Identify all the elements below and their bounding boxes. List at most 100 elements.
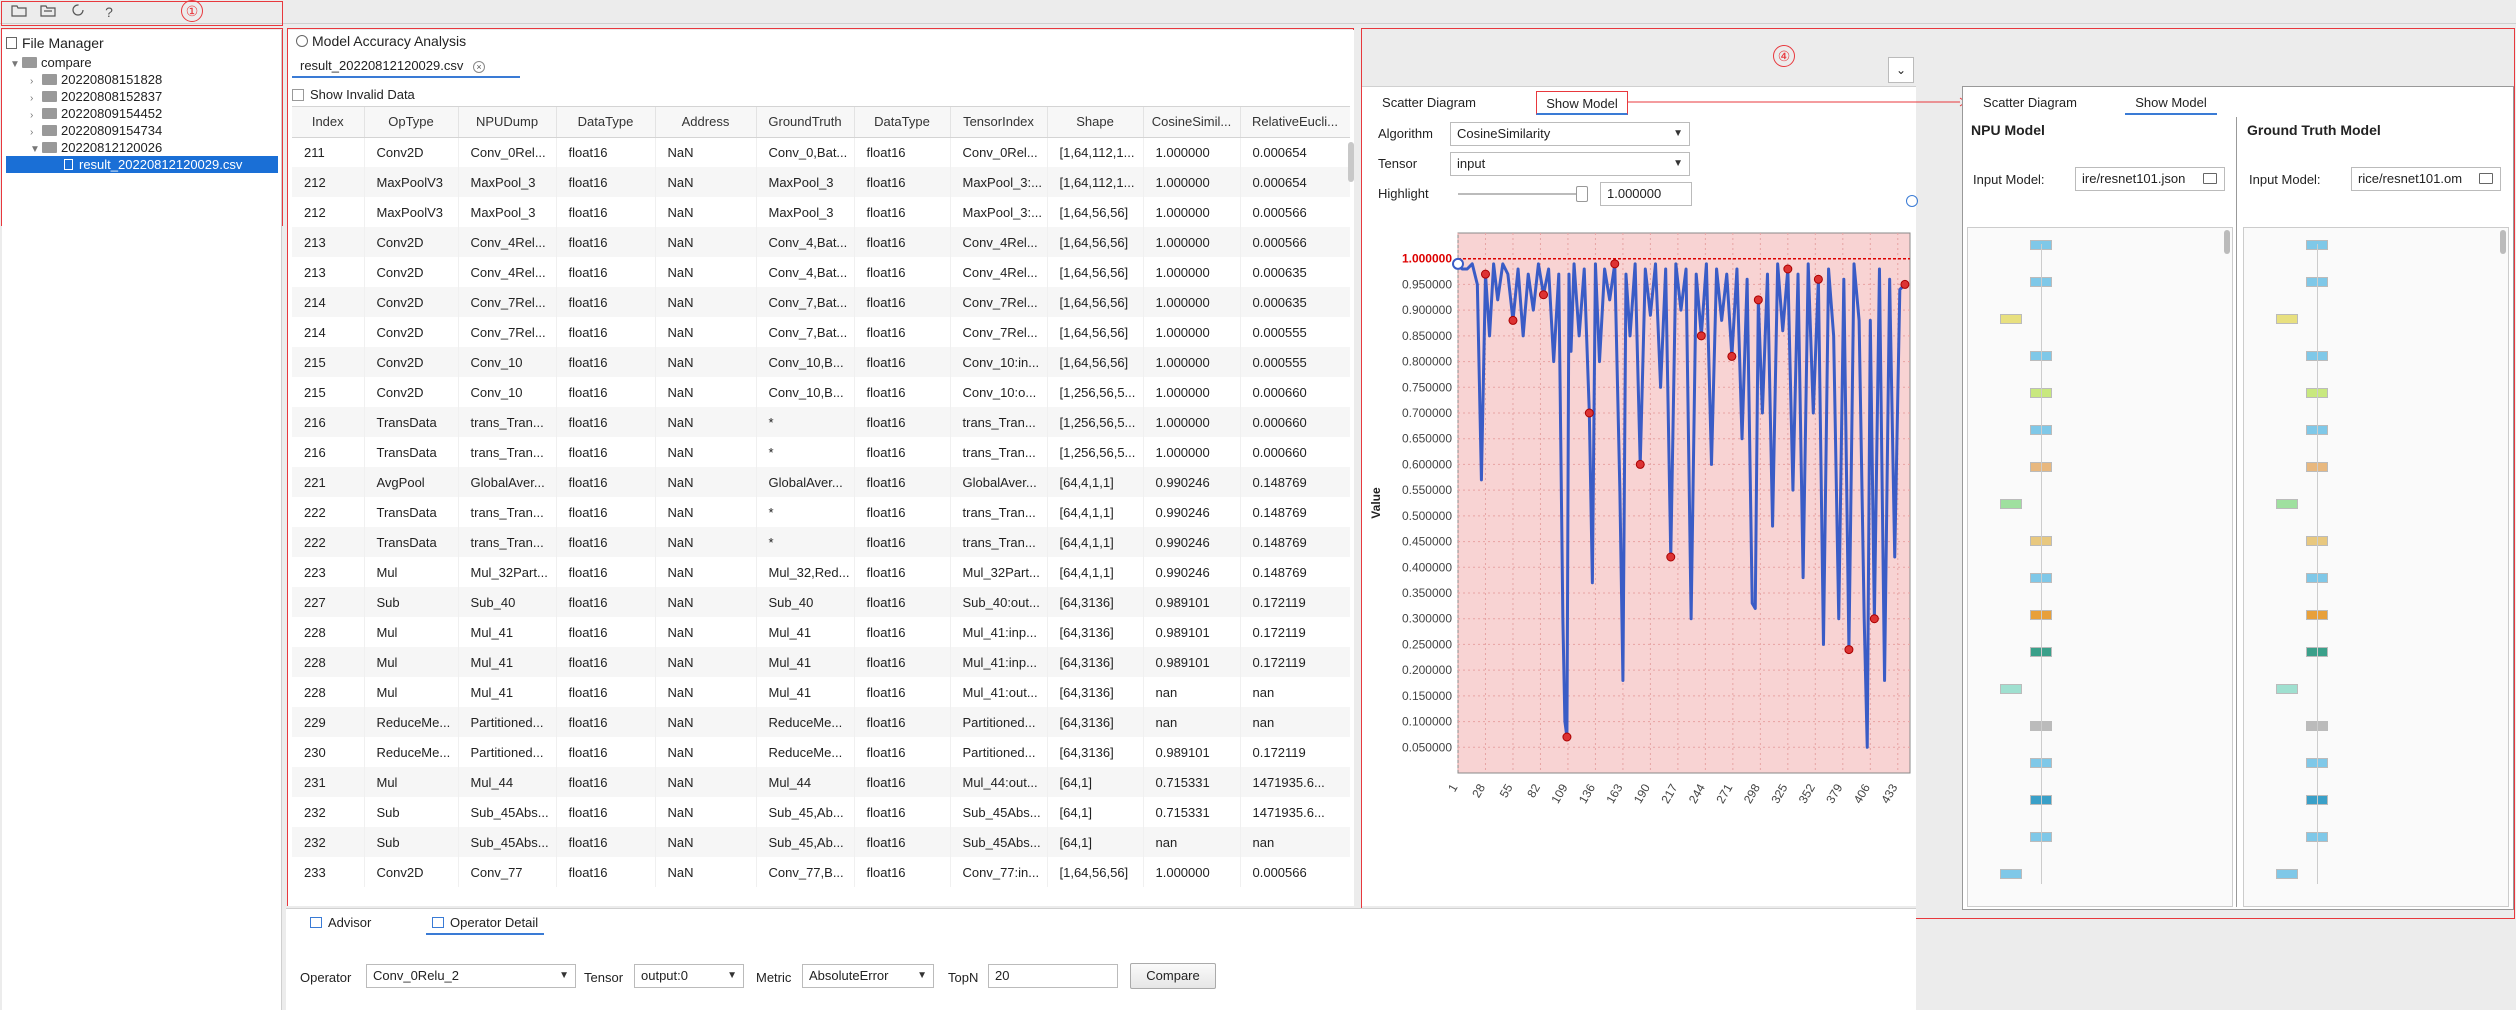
table-row[interactable]: 231 Mul Mul_44 float16 NaN Mul_44 float16 Mul_4… [292,767,1350,797]
table-cell: 0.715331 [1143,767,1241,797]
table-row[interactable]: 228 Mul Mul_41 float16 NaN Mul_41 float16 Mul_4… [292,647,1350,677]
table-row[interactable]: 215 Conv2D Conv_10 float16 NaN Conv_10,B... fl… [292,347,1350,377]
chevron-down-icon[interactable]: ▼ [10,59,20,70]
graph-scrollbar[interactable] [2500,230,2506,254]
table-row[interactable]: 213 Conv2D Conv_4Rel... float16 NaN Conv_4,Ba… [292,257,1350,287]
tensor-select[interactable]: output:0 ▼ [634,964,744,988]
table-row[interactable]: 212 MaxPoolV3 MaxPool_3 float16 NaN MaxPool_3… [292,197,1350,227]
table-row[interactable]: 222 TransData trans_Tran... float16 NaN * floa… [292,497,1350,527]
tab-show-model[interactable]: Show Model [2125,91,2217,115]
table-row[interactable]: 212 MaxPoolV3 MaxPool_3 float16 NaN MaxPool_3… [292,167,1350,197]
column-header[interactable]: NPUDump [458,107,557,138]
tree-file-selected[interactable]: result_20220812120029.csv [6,156,278,173]
table-row[interactable]: 232 Sub Sub_45Abs... float16 NaN Sub_45,Ab...… [292,797,1350,827]
column-header[interactable]: Shape [1047,107,1144,138]
chevron-down-icon[interactable]: ▼ [30,144,40,155]
table-row[interactable]: 211 Conv2D Conv_0Rel... float16 NaN Conv_0,Ba… [292,137,1350,167]
graph-node[interactable] [2276,499,2298,509]
graph-node[interactable] [2276,684,2298,694]
panel-menu-button[interactable]: ⌄ [1888,57,1914,83]
tree-root[interactable]: ▼ compare [10,54,92,71]
graph-node[interactable] [2000,684,2022,694]
table-cell: NaN [655,767,757,797]
gt-input-path[interactable]: rice/resnet101.om [2351,167,2501,191]
graph-node[interactable] [2000,314,2022,324]
help-icon[interactable]: ? [105,4,113,20]
metric-select[interactable]: AbsoluteError ▼ [802,964,934,988]
gt-open-folder-icon[interactable] [2479,173,2493,184]
tree-folder[interactable]: › 20220809154452 [30,105,162,122]
chevron-right-icon[interactable]: › [30,93,34,104]
operator-select[interactable]: Conv_0Relu_2 ▼ [366,964,576,988]
table-row[interactable]: 222 TransData trans_Tran... float16 NaN * floa… [292,527,1350,557]
chevron-right-icon[interactable]: › [30,110,34,121]
table-row[interactable]: 213 Conv2D Conv_4Rel... float16 NaN Conv_4,Ba… [292,227,1350,257]
tree-folder-label: 20220812120026 [61,140,163,155]
table-row[interactable]: 215 Conv2D Conv_10 float16 NaN Conv_10,B... fl… [292,377,1350,407]
y-tick-label: 0.100000 [1402,715,1452,729]
table-cell: MaxPoolV3 [364,167,459,197]
reset-view-icon[interactable] [1906,195,1918,207]
graph-node[interactable] [2276,869,2298,879]
table-cell: float16 [556,227,656,257]
highlight-slider-track[interactable] [1458,193,1588,195]
graph-scrollbar[interactable] [2224,230,2230,254]
table-cell: [64,4,1,1] [1047,467,1144,497]
table-row[interactable]: 229 ReduceMe... Partitioned... float16 NaN Re… [292,707,1350,737]
column-header[interactable]: Index [292,107,365,138]
column-header[interactable]: DataType [854,107,951,138]
table-row[interactable]: 227 Sub Sub_40 float16 NaN Sub_40 float16 Sub_4… [292,587,1350,617]
algorithm-select[interactable]: CosineSimilarity ▼ [1450,122,1690,146]
table-scrollbar[interactable] [1348,142,1354,182]
graph-node[interactable] [2276,314,2298,324]
table-row[interactable]: 232 Sub Sub_45Abs... float16 NaN Sub_45,Ab...… [292,827,1350,857]
table-row[interactable]: 216 TransData trans_Tran... float16 NaN * floa… [292,407,1350,437]
npu-model-graph[interactable] [1967,227,2233,907]
tab-scatter-diagram[interactable]: Scatter Diagram [1983,95,2077,110]
tab-show-model[interactable]: Show Model [1536,91,1628,115]
table-row[interactable]: 228 Mul Mul_41 float16 NaN Mul_41 float16 Mul_4… [292,677,1350,707]
tree-folder[interactable]: ▼ 20220812120026 [30,139,162,156]
column-header[interactable]: DataType [556,107,656,138]
column-header[interactable]: Address [655,107,757,138]
column-header[interactable]: CosineSimil... [1143,107,1241,138]
chevron-right-icon[interactable]: › [30,76,34,87]
tree-folder[interactable]: › 20220809154734 [30,122,162,139]
tree-folder[interactable]: › 20220808151828 [30,71,162,88]
table-row[interactable]: 214 Conv2D Conv_7Rel... float16 NaN Conv_7,Ba… [292,287,1350,317]
npu-input-path[interactable]: ire/resnet101.json [2075,167,2225,191]
tab-advisor[interactable]: Advisor [310,913,371,933]
highlight-input[interactable]: 1.000000 [1600,182,1692,206]
open-file-icon[interactable] [9,3,29,21]
table-row[interactable]: 223 Mul Mul_32Part... float16 NaN Mul_32,Red.… [292,557,1350,587]
highlight-slider-handle[interactable] [1576,186,1588,202]
column-header[interactable]: RelativeEucli... [1240,107,1350,138]
column-header[interactable]: TensorIndex [950,107,1048,138]
column-header[interactable]: GroundTruth [756,107,855,138]
topn-input[interactable]: 20 [988,964,1118,988]
compare-button[interactable]: Compare [1130,963,1216,989]
table-row[interactable]: 230 ReduceMe... Partitioned... float16 NaN Re… [292,737,1350,767]
graph-node[interactable] [2000,499,2022,509]
open-folder-icon[interactable] [38,3,58,21]
file-tab[interactable]: result_20220812120029.csv × [292,56,520,78]
chevron-right-icon[interactable]: › [30,127,34,138]
table-row[interactable]: 228 Mul Mul_41 float16 NaN Mul_41 float16 Mul_4… [292,617,1350,647]
table-cell: [1,256,56,5... [1047,437,1144,467]
graph-node[interactable] [2000,869,2022,879]
table-row[interactable]: 214 Conv2D Conv_7Rel... float16 NaN Conv_7,Ba… [292,317,1350,347]
column-header[interactable]: OpType [364,107,459,138]
tab-operator-detail[interactable]: Operator Detail [426,913,545,935]
refresh-icon[interactable] [68,3,88,21]
tab-scatter-diagram[interactable]: Scatter Diagram [1382,95,1476,110]
close-icon[interactable]: × [472,61,485,73]
table-row[interactable]: 233 Conv2D Conv_77 float16 NaN Conv_77,B... fl… [292,857,1350,887]
npu-open-folder-icon[interactable] [2203,173,2217,184]
folder-icon [42,108,57,119]
gt-model-graph[interactable] [2243,227,2509,907]
table-row[interactable]: 216 TransData trans_Tran... float16 NaN * floa… [292,437,1350,467]
table-row[interactable]: 221 AvgPool GlobalAver... float16 NaN GlobalA… [292,467,1350,497]
tree-folder[interactable]: › 20220808152837 [30,88,162,105]
tensor-select[interactable]: input ▼ [1450,152,1690,176]
show-invalid-checkbox[interactable] [292,89,304,101]
